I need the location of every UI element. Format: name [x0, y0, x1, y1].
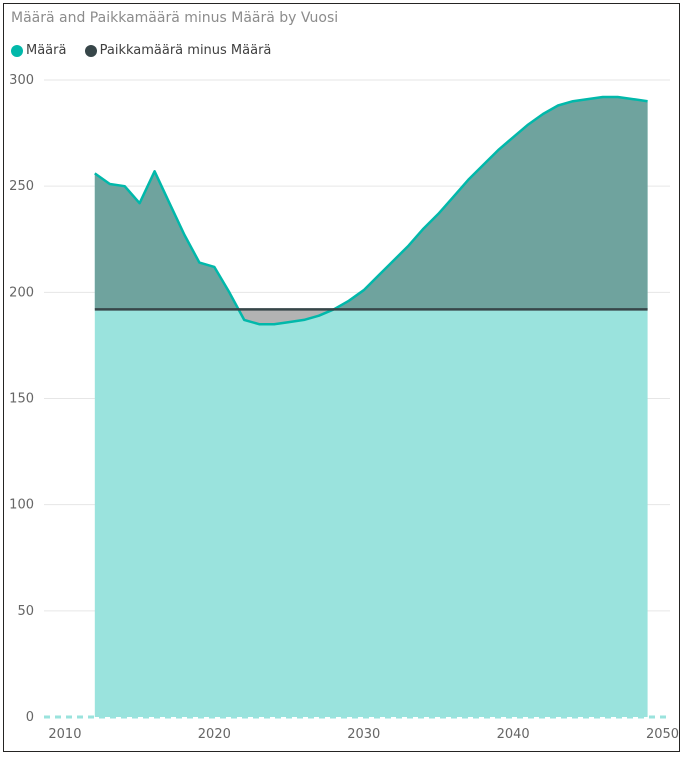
legend-marker-maara-icon — [11, 44, 23, 57]
y-tick-label: 300 — [9, 73, 34, 88]
legend-label-minus: Paikkamäärä minus Määrä — [99, 43, 272, 58]
y-tick-label: 50 — [17, 604, 34, 619]
y-tick-label: 100 — [9, 498, 34, 513]
y-tick-label: 250 — [9, 179, 34, 194]
excess-area — [94, 97, 648, 310]
x-tick-label: 2010 — [48, 727, 81, 742]
chart-title: Määrä and Paikkamäärä minus Määrä by Vuo… — [11, 10, 339, 26]
legend-item-maara[interactable]: Määrä — [11, 43, 66, 58]
x-tick-label: 2040 — [497, 727, 530, 742]
maara-line — [94, 95, 648, 326]
deficit-area — [238, 309, 334, 325]
x-tick-label: 2030 — [347, 727, 380, 742]
x-tick-label: 2050 — [646, 727, 679, 742]
y-tick-label: 0 — [26, 710, 34, 725]
chart-legend: Määrä Paikkamäärä minus Määrä — [11, 43, 285, 61]
y-tick-label: 200 — [9, 285, 34, 300]
legend-label-maara: Määrä — [26, 43, 67, 58]
legend-marker-minus-icon — [84, 44, 97, 57]
x-tick-label: 2020 — [198, 727, 231, 742]
y-tick-label: 150 — [9, 392, 34, 407]
legend-item-minus[interactable]: Paikkamäärä minus Määrä — [84, 43, 272, 58]
